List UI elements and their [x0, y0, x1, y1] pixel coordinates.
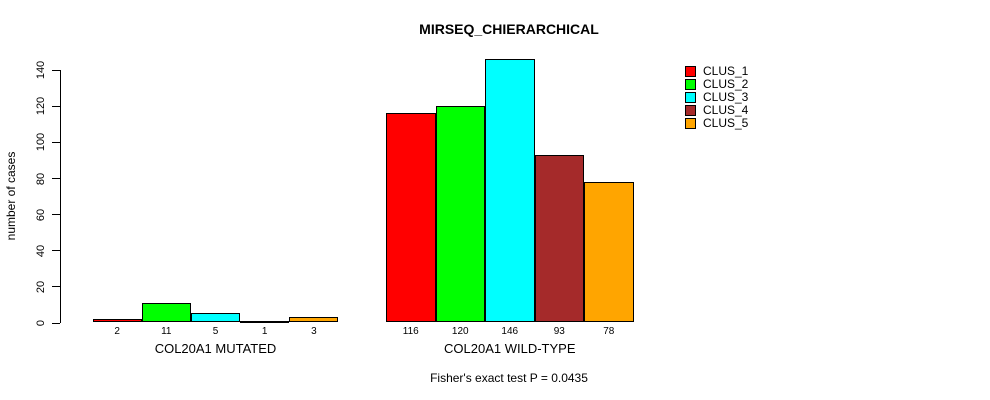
legend-swatch-icon: [685, 79, 696, 90]
chart-title: MIRSEQ_CHIERARCHICAL: [419, 21, 599, 37]
bar-value-label: 146: [501, 326, 519, 337]
y-axis-tick-label: 140: [35, 61, 47, 80]
y-axis-tick: [52, 141, 60, 143]
group-label: COL20A1 MUTATED: [154, 341, 277, 356]
y-axis-tick: [52, 286, 60, 288]
bar-value-label: 5: [212, 326, 219, 337]
legend-swatch-icon: [685, 66, 696, 77]
bar-value-label: 78: [603, 326, 615, 337]
bar-value-label: 3: [311, 326, 317, 337]
legend-swatch-icon: [685, 92, 696, 103]
y-axis-tick: [52, 69, 60, 71]
legend-label: CLUS_1: [703, 64, 749, 78]
legend-label: CLUS_4: [703, 103, 749, 117]
y-axis-tick-label: 40: [35, 244, 47, 257]
y-axis-tick-label: 60: [35, 208, 47, 221]
y-axis-tick: [52, 250, 60, 252]
bar-clus_1: [92, 318, 142, 323]
y-axis-tick-label: 0: [35, 319, 47, 327]
bar-clus_5: [289, 317, 339, 323]
bar-clus_4: [240, 320, 290, 323]
bar-clus_2: [435, 105, 485, 323]
bar-clus_5: [584, 181, 634, 323]
y-axis-tick-label: 20: [35, 280, 47, 293]
legend-label: CLUS_2: [703, 77, 749, 91]
y-axis-tick-label: 120: [35, 97, 47, 116]
legend-label: CLUS_5: [703, 116, 749, 130]
legend-row: CLUS_5: [685, 116, 749, 130]
bar-value-label: 11: [161, 326, 172, 337]
legend-row: CLUS_4: [685, 103, 749, 117]
bar-clus_3: [485, 58, 535, 323]
bar-value-label: 1: [261, 326, 268, 337]
legend-row: CLUS_3: [685, 90, 749, 104]
legend-row: CLUS_2: [685, 77, 749, 91]
group-label: COL20A1 WILD-TYPE: [444, 341, 576, 356]
bar-clus_3: [190, 313, 241, 323]
bar-clus_1: [386, 113, 436, 323]
legend-row: CLUS_1: [685, 64, 749, 78]
subtitle-pvalue: Fisher's exact test P = 0.0435: [430, 371, 588, 385]
legend-swatch-icon: [685, 118, 696, 129]
legend: CLUS_1 CLUS_2 CLUS_3 CLUS_4 CLUS_5: [685, 64, 749, 130]
bar-value-label: 116: [402, 326, 419, 337]
y-axis-tick: [52, 105, 60, 107]
y-axis-tick: [52, 178, 60, 180]
legend-label: CLUS_3: [703, 90, 749, 104]
bar-clus_2: [141, 302, 191, 323]
bar-clus_4: [534, 154, 584, 323]
y-axis-tick: [52, 214, 60, 216]
bar-value-label: 2: [114, 326, 120, 337]
y-axis-tick-label: 80: [35, 172, 47, 185]
y-axis-tick-label: 100: [35, 133, 47, 152]
bar-value-label: 93: [553, 326, 565, 337]
y-axis-tick: [52, 322, 60, 324]
legend-swatch-icon: [685, 105, 696, 116]
y-axis-line: [60, 69, 61, 324]
bar-value-label: 120: [451, 326, 469, 337]
